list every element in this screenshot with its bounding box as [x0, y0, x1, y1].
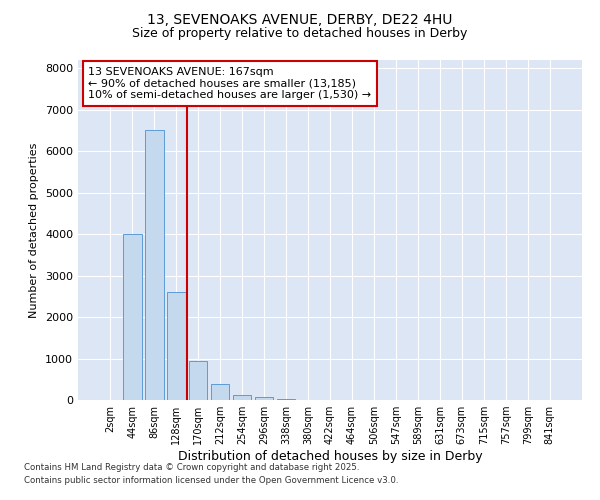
Bar [145, 130, 164, 400]
Text: 13, SEVENOAKS AVENUE, DERBY, DE22 4HU: 13, SEVENOAKS AVENUE, DERBY, DE22 4HU [148, 12, 452, 26]
Bar [189, 360, 208, 400]
Bar [233, 394, 251, 400]
Text: Contains public sector information licensed under the Open Government Licence v3: Contains public sector information licen… [24, 476, 398, 485]
X-axis label: Distribution of detached houses by size in Derby: Distribution of detached houses by size … [178, 450, 482, 463]
Text: Size of property relative to detached houses in Derby: Size of property relative to detached ho… [133, 28, 467, 40]
Text: 13 SEVENOAKS AVENUE: 167sqm
← 90% of detached houses are smaller (13,185)
10% of: 13 SEVENOAKS AVENUE: 167sqm ← 90% of det… [88, 67, 371, 100]
Bar [255, 398, 274, 400]
Bar [123, 234, 142, 400]
Bar [211, 384, 229, 400]
Text: Contains HM Land Registry data © Crown copyright and database right 2025.: Contains HM Land Registry data © Crown c… [24, 462, 359, 471]
Y-axis label: Number of detached properties: Number of detached properties [29, 142, 40, 318]
Bar [277, 399, 295, 400]
Bar [167, 292, 185, 400]
